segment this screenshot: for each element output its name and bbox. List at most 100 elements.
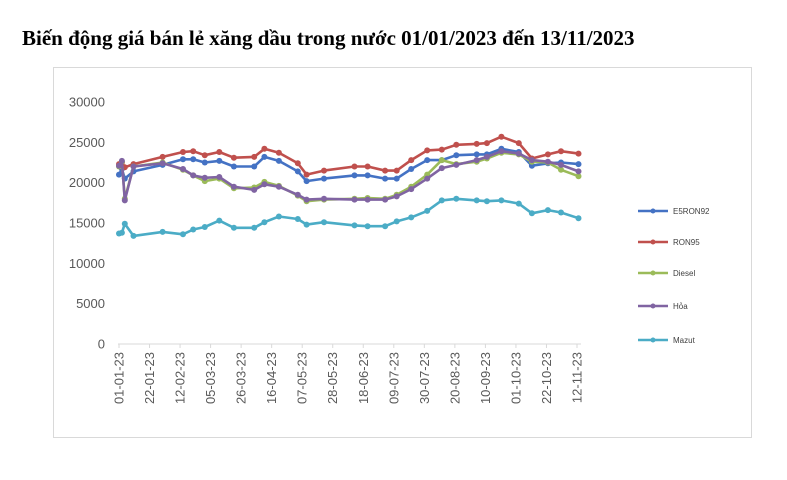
data-point xyxy=(393,175,400,182)
data-point xyxy=(130,232,137,239)
data-point xyxy=(544,207,551,214)
data-point xyxy=(424,175,431,182)
data-point xyxy=(438,197,445,204)
data-point xyxy=(251,153,258,160)
y-tick-label: 20000 xyxy=(69,175,105,190)
legend-label: Diesel xyxy=(673,269,695,278)
data-point xyxy=(558,161,564,168)
data-point xyxy=(251,224,258,231)
data-point xyxy=(438,146,445,153)
data-point xyxy=(230,163,237,170)
data-point xyxy=(575,168,582,175)
x-tick-label: 28-05-23 xyxy=(325,352,340,404)
data-point xyxy=(544,158,551,165)
data-point xyxy=(424,147,431,154)
data-point xyxy=(121,197,128,204)
data-point xyxy=(275,149,282,156)
data-point xyxy=(424,157,431,164)
data-point xyxy=(528,210,535,217)
data-point xyxy=(364,196,371,203)
data-point xyxy=(159,153,166,160)
data-point xyxy=(116,162,122,169)
data-point xyxy=(180,231,186,238)
data-point xyxy=(558,166,564,173)
data-point xyxy=(575,161,582,168)
data-point xyxy=(321,219,327,226)
data-point xyxy=(321,195,327,202)
data-point xyxy=(321,167,327,174)
y-tick-label: 5000 xyxy=(76,296,105,311)
data-point xyxy=(116,171,122,178)
data-point xyxy=(275,157,282,164)
legend-item: Mazut xyxy=(638,336,696,345)
data-point xyxy=(261,181,268,188)
data-point xyxy=(498,197,505,204)
y-tick-label: 0 xyxy=(98,337,105,352)
data-point xyxy=(393,218,400,225)
y-axis-ticks: 0 5000 10000 15000 20000 25000 30000 xyxy=(69,95,105,352)
data-point xyxy=(544,151,551,158)
data-point xyxy=(216,174,223,180)
x-tick-label: 07-05-23 xyxy=(295,352,310,404)
data-point xyxy=(159,228,166,235)
legend-marker xyxy=(650,239,656,245)
data-point xyxy=(473,151,480,158)
data-point xyxy=(261,153,268,160)
series-line xyxy=(117,197,580,238)
data-point xyxy=(351,222,358,229)
data-point xyxy=(453,152,460,159)
data-point xyxy=(453,141,460,148)
data-point xyxy=(515,200,522,207)
data-point xyxy=(230,154,237,161)
data-point xyxy=(121,220,128,227)
data-point xyxy=(558,209,564,216)
data-point xyxy=(408,214,415,221)
data-point xyxy=(408,157,415,164)
legend-item: Hỏa xyxy=(638,302,688,311)
data-point xyxy=(364,223,371,230)
data-point xyxy=(351,196,358,203)
data-point xyxy=(230,183,237,190)
data-point xyxy=(351,172,358,179)
data-point xyxy=(190,148,197,155)
data-point xyxy=(118,157,125,164)
data-point xyxy=(382,223,389,230)
series-ron95 xyxy=(116,133,582,178)
data-point xyxy=(408,186,415,193)
data-point xyxy=(382,167,389,174)
data-point xyxy=(364,172,371,179)
series-layer xyxy=(116,133,582,239)
data-point xyxy=(393,193,400,200)
series-mazut xyxy=(116,195,582,239)
data-point xyxy=(275,183,282,190)
x-tick-label: 26-03-23 xyxy=(234,352,249,404)
data-point xyxy=(393,167,400,174)
chart-area xyxy=(53,67,752,438)
data-point xyxy=(216,157,223,164)
legend-label: Hỏa xyxy=(673,302,688,311)
x-axis: 01-01-23 22-01-23 12-02-23 05-03-23 26-03-23… xyxy=(112,343,585,404)
data-point xyxy=(216,217,223,224)
data-point xyxy=(515,140,522,147)
data-point xyxy=(251,163,258,170)
data-point xyxy=(303,196,310,203)
series-hỏa xyxy=(116,148,582,204)
legend-marker xyxy=(650,337,656,343)
data-point xyxy=(453,161,460,168)
x-tick-label: 18-06-23 xyxy=(356,352,371,404)
data-point xyxy=(438,165,445,172)
data-point xyxy=(438,157,445,164)
data-point xyxy=(190,156,197,163)
data-point xyxy=(473,140,480,147)
data-point xyxy=(230,224,237,231)
x-tick-label: 20-08-23 xyxy=(447,352,462,404)
data-point xyxy=(180,149,186,155)
x-tick-label: 12-02-23 xyxy=(173,352,188,404)
x-tick-label: 01-01-23 xyxy=(112,352,127,404)
data-point xyxy=(294,216,301,222)
data-point xyxy=(261,219,268,226)
data-point xyxy=(303,171,310,178)
x-tick-label: 22-01-23 xyxy=(142,352,157,404)
data-point xyxy=(190,172,197,179)
data-point xyxy=(180,166,186,172)
